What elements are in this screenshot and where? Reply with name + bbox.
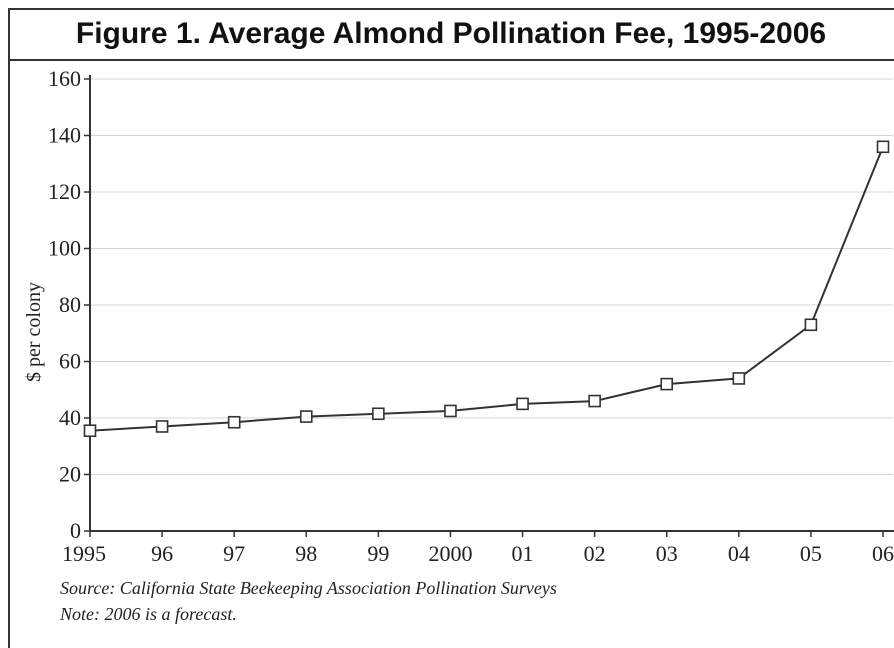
y-tick-label-60: 60	[59, 349, 81, 374]
x-tick-label-1995: 1995	[62, 541, 106, 566]
x-tick-label-05: 05	[800, 541, 822, 566]
source-note: Source: California State Beekeeping Asso…	[60, 578, 557, 598]
y-tick-label-140: 140	[48, 123, 81, 148]
x-tick-label-99: 99	[367, 541, 389, 566]
data-point-04	[732, 372, 746, 385]
y-tick-label-20: 20	[59, 462, 81, 487]
data-point-01	[516, 397, 529, 411]
forecast-note: Note: 2006 is a forecast.	[60, 604, 237, 624]
data-point-02	[588, 394, 601, 408]
x-tick-label-02: 02	[584, 541, 606, 566]
series-line	[89, 146, 884, 432]
title-band: Figure 1. Average Almond Pollination Fee…	[8, 8, 894, 61]
data-point-96	[155, 420, 169, 433]
y-tick-label-160: 160	[48, 66, 81, 91]
y-tick-label-40: 40	[59, 405, 81, 430]
gridlines	[90, 78, 893, 475]
x-tick-label-97: 97	[223, 541, 245, 566]
data-point-99	[372, 407, 385, 421]
data-point-03	[660, 377, 674, 391]
axes	[89, 75, 894, 532]
x-tick-label-03: 03	[656, 541, 678, 566]
data-point-97	[227, 415, 241, 429]
chart-title: Figure 1. Average Almond Pollination Fee…	[75, 16, 827, 50]
data-point-1995	[83, 424, 97, 438]
y-tick-label-120: 120	[48, 179, 81, 204]
x-tick-label-04: 04	[728, 541, 750, 566]
y-tick-label-80: 80	[59, 292, 81, 317]
x-tick-label-96: 96	[151, 541, 173, 566]
x-tick-label-98: 98	[295, 541, 317, 566]
y-axis-label: $ per colony	[23, 282, 45, 382]
x-tick-label-06: 06	[872, 541, 894, 566]
x-tick-label-2000: 2000	[428, 541, 472, 566]
y-axis-ticks: 0 20 40 60 80 100 120 140 160	[48, 66, 90, 543]
data-point-2000	[444, 404, 457, 418]
y-tick-label-0: 0	[70, 518, 81, 543]
x-tick-label-01: 01	[512, 541, 534, 566]
data-point-05	[804, 318, 818, 332]
x-axis-ticks: 1995 96 97 98 99 2000 01 02 03 04 05 06	[62, 531, 894, 566]
data-point-98	[299, 410, 313, 423]
figure-frame	[8, 8, 894, 648]
y-tick-label-100: 100	[48, 236, 81, 261]
data-point-06	[876, 140, 890, 154]
data-series	[83, 140, 890, 438]
chart-notes: Source: California State Beekeeping Asso…	[60, 575, 557, 627]
